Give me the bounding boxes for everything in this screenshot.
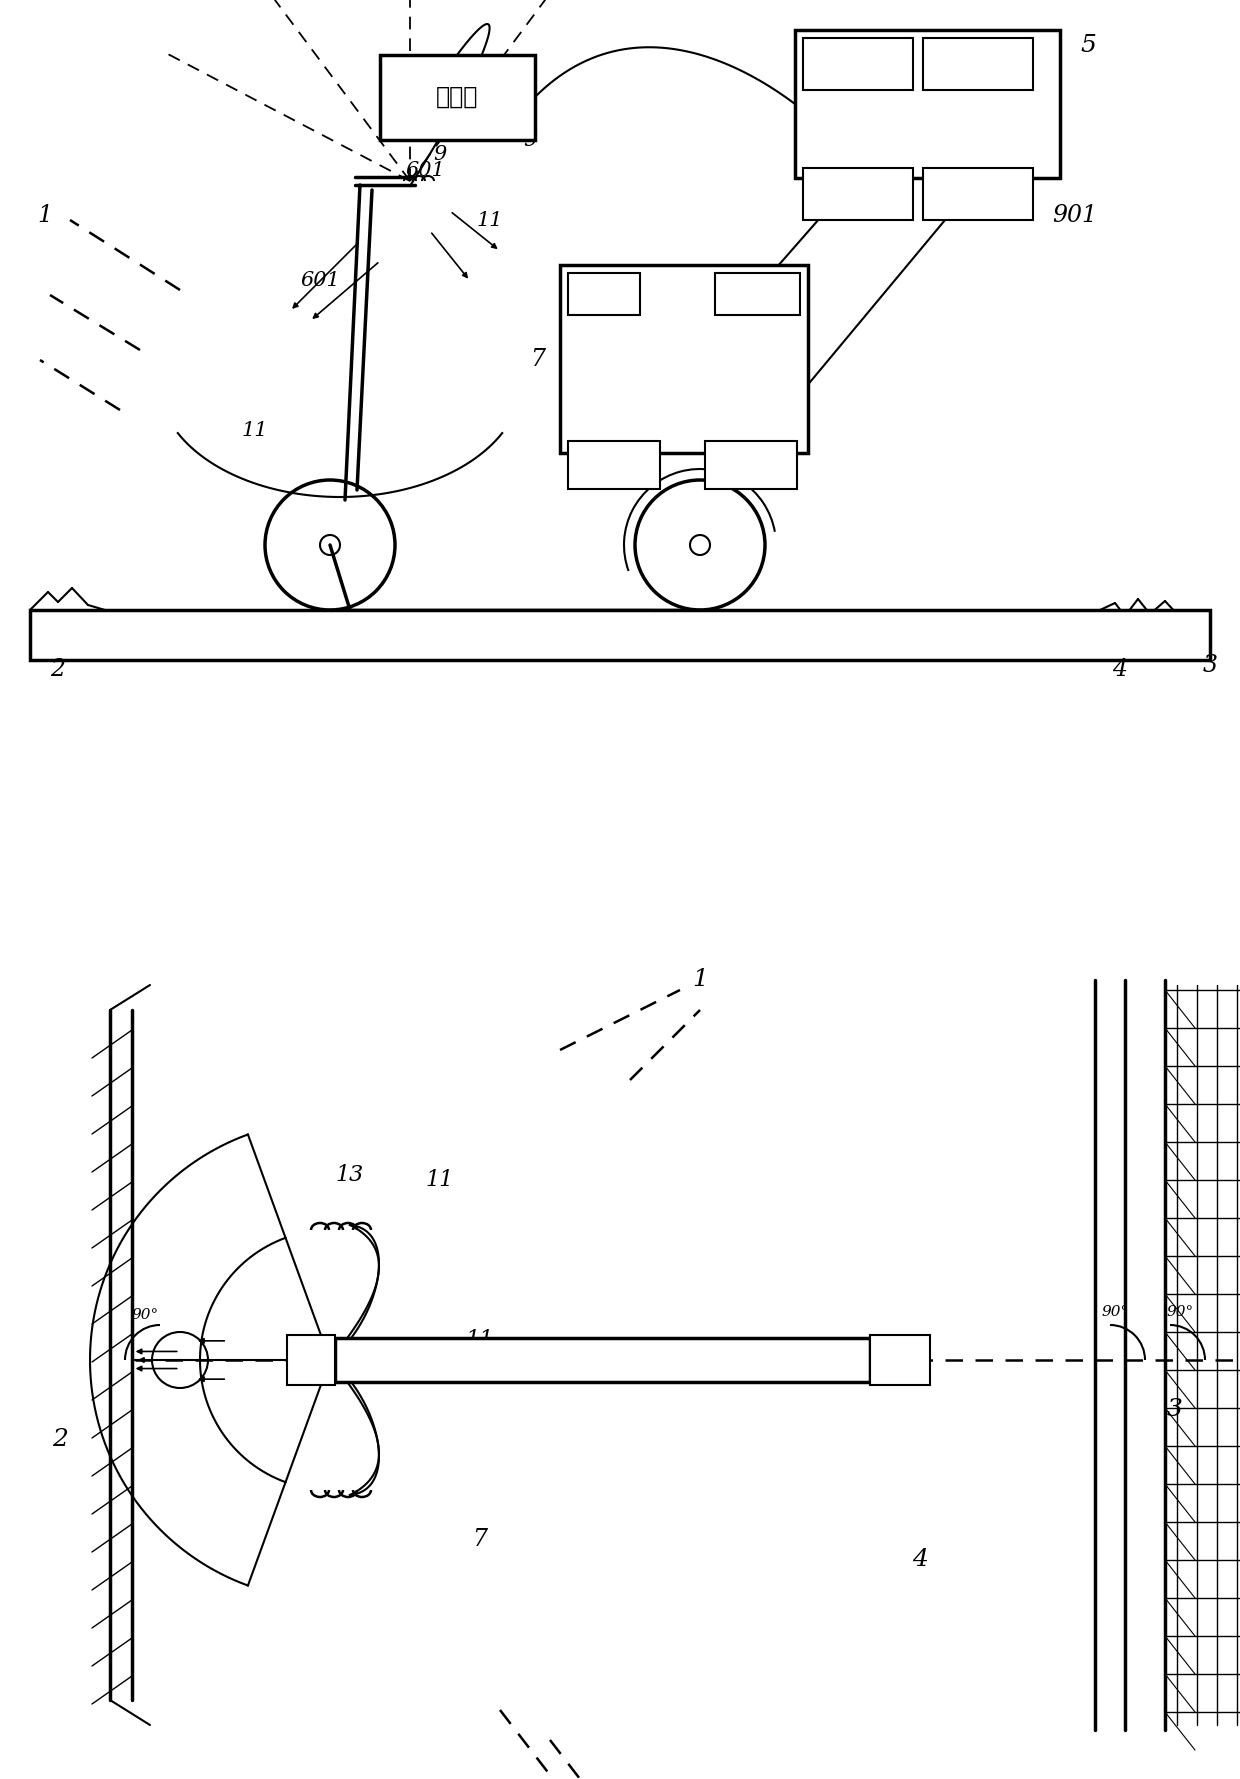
Text: 13: 13 — [336, 1163, 365, 1187]
Text: 9: 9 — [599, 285, 609, 302]
Text: 8: 8 — [763, 358, 773, 372]
Text: 901: 901 — [1053, 205, 1097, 228]
Text: 606: 606 — [962, 133, 994, 151]
Text: 601: 601 — [405, 160, 445, 180]
Text: 7: 7 — [613, 438, 627, 461]
Bar — [706, 441, 797, 489]
Text: 7: 7 — [529, 347, 546, 370]
Bar — [804, 167, 913, 221]
Text: 1: 1 — [37, 203, 52, 226]
Text: 11: 11 — [466, 1329, 494, 1350]
Bar — [923, 167, 1033, 221]
Text: 90°: 90° — [1167, 1306, 1194, 1318]
Bar — [568, 441, 660, 489]
Text: 4: 4 — [1112, 658, 1127, 681]
Bar — [560, 265, 808, 454]
Bar — [379, 55, 534, 141]
Text: 5: 5 — [1080, 34, 1096, 57]
Text: 605: 605 — [598, 409, 630, 425]
Text: 11: 11 — [242, 420, 268, 439]
Text: 11: 11 — [476, 210, 503, 229]
Bar — [335, 1338, 870, 1382]
Bar — [870, 1334, 930, 1386]
Text: 3: 3 — [1167, 1398, 1183, 1421]
Text: 604: 604 — [735, 409, 766, 425]
Bar — [30, 610, 1210, 660]
Bar — [804, 37, 913, 91]
Text: 2: 2 — [51, 658, 66, 681]
Text: 11: 11 — [425, 1169, 454, 1190]
Text: 1: 1 — [692, 968, 708, 991]
Text: 601: 601 — [300, 270, 340, 290]
Text: 4: 4 — [913, 1548, 928, 1571]
Bar — [568, 272, 640, 315]
Bar — [286, 1334, 335, 1386]
Bar — [923, 37, 1033, 91]
Text: 90°: 90° — [1101, 1306, 1128, 1318]
Bar — [715, 272, 800, 315]
Text: 604: 604 — [842, 133, 874, 151]
Text: 9: 9 — [433, 146, 446, 164]
Text: 10: 10 — [675, 358, 693, 372]
Text: 8: 8 — [595, 358, 605, 372]
Text: 603: 603 — [742, 285, 773, 302]
Text: 10-1: 10-1 — [839, 55, 877, 73]
Text: 9: 9 — [523, 130, 537, 151]
Text: 3: 3 — [1203, 653, 1218, 676]
Text: 9: 9 — [972, 55, 983, 73]
Text: 7: 7 — [472, 1528, 487, 1551]
Bar — [795, 30, 1060, 178]
Text: 2: 2 — [52, 1429, 68, 1452]
Text: 90°: 90° — [131, 1308, 159, 1322]
Text: 8: 8 — [908, 100, 918, 114]
Text: 服务台: 服务台 — [435, 85, 479, 109]
